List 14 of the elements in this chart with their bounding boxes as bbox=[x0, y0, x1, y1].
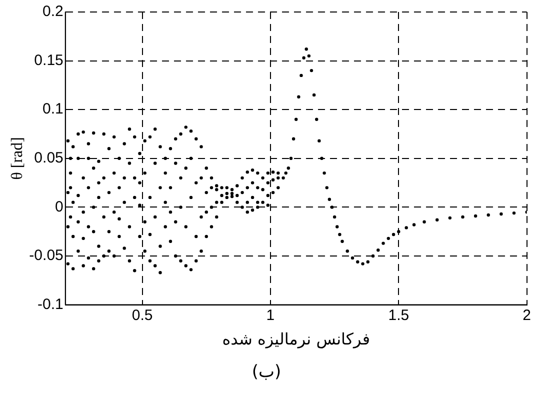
x-axis-title: فرکانس نرمالیزه شده bbox=[222, 330, 370, 349]
y-axis-title: θ [rad] bbox=[8, 137, 26, 180]
text: (ب) bbox=[250, 362, 282, 382]
y-tick-label: 0.2 bbox=[42, 3, 64, 20]
y-tick-label: 0.15 bbox=[34, 52, 64, 69]
x-tick-label: 1 bbox=[266, 306, 275, 324]
y-tick-label: -0.05 bbox=[29, 247, 64, 264]
x-tick-label: 2 bbox=[522, 306, 531, 324]
y-tick-label: 0 bbox=[55, 198, 64, 216]
y-tick-label: 0.1 bbox=[42, 100, 64, 118]
x-tick-label: 1.5 bbox=[388, 306, 410, 324]
y-tick-label: 0.05 bbox=[34, 150, 64, 167]
y-tick-label: -0.1 bbox=[38, 296, 64, 313]
x-tick-label: 0.5 bbox=[132, 306, 153, 324]
